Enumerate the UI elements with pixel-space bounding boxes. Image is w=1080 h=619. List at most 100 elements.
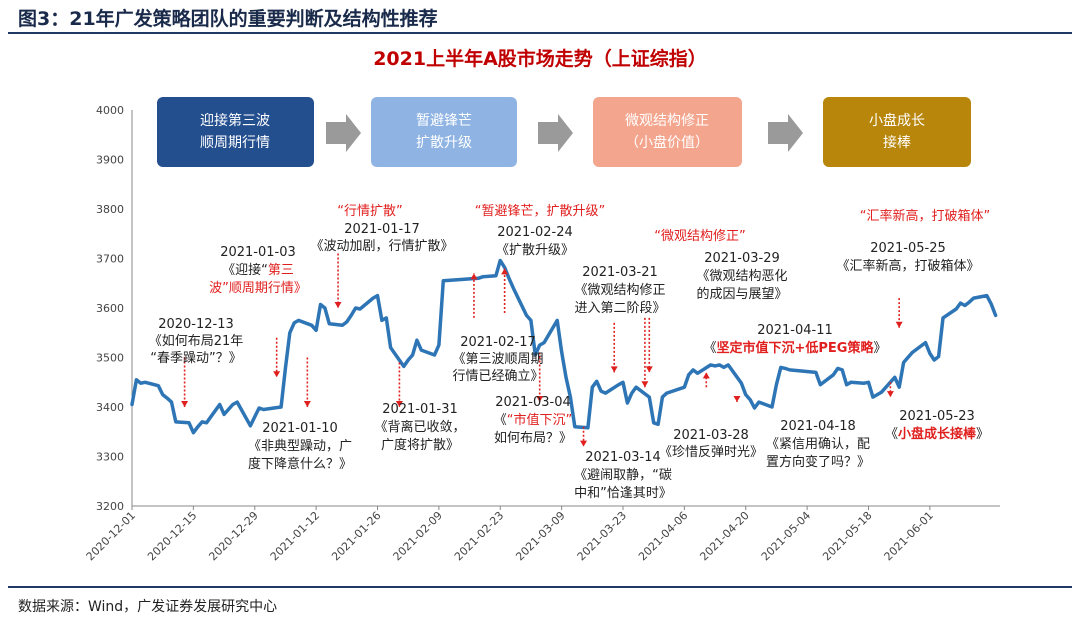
annotation-arrowhead bbox=[273, 371, 281, 378]
y-tick-label: 3900 bbox=[96, 154, 124, 167]
annotation-arrowhead bbox=[395, 401, 403, 407]
ann-8-line-1: 《“市值下沉” bbox=[494, 412, 573, 428]
annotation-arrowhead bbox=[886, 391, 894, 398]
y-tick-label: 4000 bbox=[96, 104, 124, 117]
annotation-arrowhead bbox=[501, 268, 509, 275]
ann-2-line-1b: 第三 bbox=[268, 263, 294, 278]
x-tick-label: 2021-02-23 bbox=[452, 509, 506, 563]
y-tick-label: 3200 bbox=[96, 500, 124, 513]
y-tick-label: 3700 bbox=[96, 253, 124, 266]
stage-1-line-2: 顺周期行情 bbox=[200, 135, 270, 151]
ann-13-line-1c: 》 bbox=[873, 341, 886, 356]
annotation-arrowhead bbox=[536, 396, 544, 403]
x-tick-label: 2021-06-01 bbox=[882, 509, 936, 563]
x-tick-label: 2021-03-09 bbox=[513, 509, 567, 563]
ann-10-line-1: 《微观结构修正 bbox=[574, 283, 665, 298]
ann-8-line-1a: 《 bbox=[494, 413, 507, 428]
x-tick-label: 2020-12-15 bbox=[145, 509, 199, 563]
ann-8-date: 2021-03-04 bbox=[495, 395, 571, 410]
annotation-arrowhead bbox=[580, 440, 588, 447]
y-tick-label: 3600 bbox=[96, 302, 124, 315]
ann-2-line-2b: ”顺周期行情》 bbox=[222, 281, 307, 296]
annotation-arrowhead bbox=[303, 401, 311, 407]
ann-15-date: 2021-05-23 bbox=[899, 409, 975, 424]
ann-15-line-1b: 小盘成长接棒 bbox=[898, 426, 977, 442]
x-tick-label: 2020-12-29 bbox=[206, 509, 260, 563]
ann-4-line-1: 《波动加剧，行情扩散》 bbox=[310, 239, 453, 254]
ann-12-line-2: 的成因与展望》 bbox=[696, 286, 787, 302]
ann-5-line-2: 广度将扩散》 bbox=[381, 437, 459, 453]
ann-9-line-1: 《避闹取静，“碳 bbox=[574, 468, 672, 483]
stage-box-1 bbox=[157, 97, 314, 167]
ann-11-date: 2021-03-28 bbox=[673, 428, 749, 443]
annotations: 2020-12-13 《如何布局21年 “春季躁动”？》 2021-01-03 … bbox=[149, 203, 991, 501]
stage-3-line-2: （小盘价值） bbox=[625, 134, 709, 151]
ann-10-line-2: 进入第二阶段》 bbox=[574, 301, 665, 316]
x-tick-label: 2021-05-04 bbox=[759, 509, 813, 563]
x-tick-label: 2021-02-09 bbox=[391, 509, 445, 563]
bottom-rule bbox=[8, 586, 1072, 588]
ann-12-line-1: 《微观结构恶化 bbox=[696, 269, 787, 284]
series-line bbox=[130, 258, 998, 435]
annotation-arrowhead bbox=[641, 381, 649, 388]
ann-9-line-2: 中和”恰逢其时》 bbox=[574, 486, 672, 501]
ann-11-line-1: 《珍惜反弹时光》 bbox=[659, 445, 763, 460]
ann-3-line-1: 《非典型躁动，广 bbox=[248, 439, 352, 454]
stage-4-line-2: 接棒 bbox=[883, 134, 911, 151]
ann-6-date: 2021-02-17 bbox=[460, 335, 536, 350]
ann-4-date: 2021-01-17 bbox=[344, 222, 420, 237]
ann-2-line-2a: 波 bbox=[209, 281, 222, 296]
stage-box-2 bbox=[371, 97, 517, 167]
ann-2-line-2: 波”顺周期行情》 bbox=[209, 281, 307, 296]
ann-2-line-1a: 《迎接“ bbox=[222, 262, 268, 278]
annotation-arrowhead bbox=[895, 321, 903, 328]
stage-box-3 bbox=[593, 97, 742, 167]
ann-7-date: 2021-02-24 bbox=[497, 225, 573, 240]
annotation-arrowhead bbox=[610, 366, 618, 373]
chart-title: 2021上半年A股市场走势（上证综指） bbox=[373, 47, 707, 70]
y-tick-label: 3300 bbox=[96, 451, 124, 464]
x-tick-label: 2021-03-23 bbox=[575, 509, 629, 563]
y-ticks: 3200 3300 3400 3500 3600 3700 3800 3900 4000 bbox=[96, 104, 124, 513]
stage-arrow-1 bbox=[326, 114, 361, 152]
ann-16-line-1: 《汇率新高，打破箱体》 bbox=[836, 258, 979, 274]
y-tick-label: 3500 bbox=[96, 352, 124, 365]
stage-3-line-1: 微观结构修正 bbox=[625, 113, 709, 129]
ann-14-date: 2021-04-18 bbox=[780, 419, 856, 434]
annotation-arrowhead bbox=[470, 273, 478, 280]
annotation-arrowhead bbox=[334, 302, 342, 308]
ann-12-date: 2021-03-29 bbox=[704, 251, 780, 266]
annotation-arrows bbox=[181, 253, 903, 447]
stage-boxes: 迎接第三波 顺周期行情 暂避锋芒 扩散升级 微观结构修正 （小盘价值） 小盘成长… bbox=[157, 97, 971, 167]
ann-1-line-2: “春季躁动”？》 bbox=[150, 351, 241, 366]
x-tick-label: 2021-05-18 bbox=[820, 509, 874, 563]
stage-4-line-1: 小盘成长 bbox=[869, 112, 925, 129]
ann-1-date: 2020-12-13 bbox=[158, 317, 234, 332]
figure-caption: 图3：21年广发策略团队的重要判断及结构性推荐 bbox=[18, 8, 438, 30]
top-rule bbox=[8, 32, 1072, 34]
ann-15-line-1c: 》 bbox=[976, 427, 989, 442]
stage-2-line-1: 暂避锋芒 bbox=[416, 113, 472, 129]
ann-4-red: “行情扩散” bbox=[337, 204, 402, 219]
ann-13-date: 2021-04-11 bbox=[757, 323, 833, 338]
annotation-arrowhead bbox=[181, 401, 189, 407]
annotation-arrowhead bbox=[702, 372, 710, 379]
x-tick-label: 2021-01-26 bbox=[329, 509, 383, 563]
stage-2-line-2: 扩散升级 bbox=[416, 135, 472, 151]
ann-5-line-1: 《背离已收敛， bbox=[374, 419, 465, 435]
y-tick-label: 3800 bbox=[96, 203, 124, 216]
stage-arrow-2 bbox=[538, 114, 573, 152]
ann-3-line-2: 度下降意什么？》 bbox=[248, 456, 352, 472]
ann-7-red: “暂避锋芒，扩散升级” bbox=[475, 203, 605, 219]
x-tick-label: 2021-04-20 bbox=[697, 509, 751, 563]
ann-15-line-1a: 《 bbox=[885, 427, 898, 442]
ann-8-line-1b: “市值下沉” bbox=[507, 412, 572, 428]
ann-10-date: 2021-03-21 bbox=[582, 265, 658, 280]
ann-16-date: 2021-05-25 bbox=[870, 241, 946, 256]
source-note: 数据来源：Wind，广发证券发展研究中心 bbox=[18, 599, 278, 615]
ann-7-line-1: 《扩散升级》 bbox=[496, 243, 574, 258]
ann-6-line-2: 行情已经确立》 bbox=[452, 369, 543, 384]
stage-1-line-1: 迎接第三波 bbox=[200, 112, 270, 129]
ann-8-line-2: 如何布局？》 bbox=[494, 430, 572, 446]
